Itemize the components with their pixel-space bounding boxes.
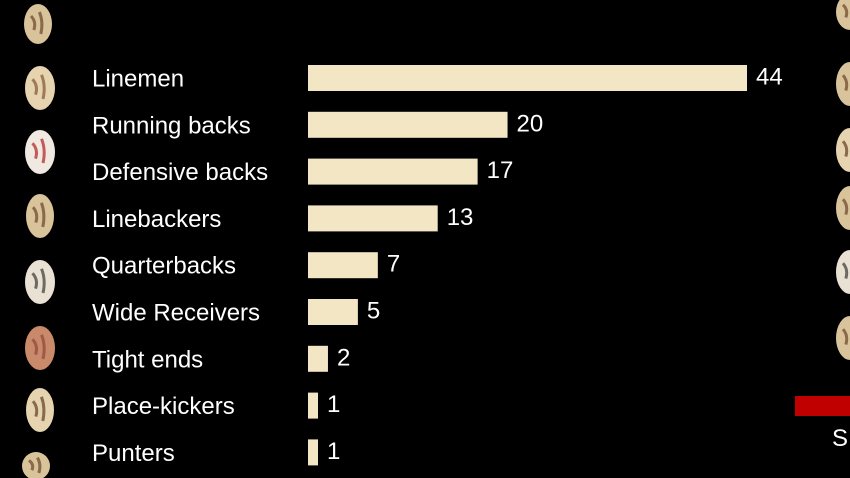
red-badge	[795, 396, 850, 416]
left-brain-column	[22, 4, 55, 478]
bar	[308, 111, 508, 138]
category-label: Quarterbacks	[92, 253, 236, 280]
value-label: 20	[517, 110, 544, 137]
bar	[308, 299, 358, 325]
brain-slice-icon	[836, 186, 850, 230]
brain-slice-icon	[836, 62, 850, 106]
category-label: Wide Receivers	[92, 300, 260, 327]
bar-row: Wide Receivers 5	[92, 298, 380, 327]
category-label: Punters	[92, 440, 175, 467]
category-label: Tight ends	[92, 346, 203, 373]
brain-slice-icon	[836, 250, 850, 294]
brain-slice-icon	[836, 128, 850, 172]
brain-slice-icon	[26, 388, 54, 432]
value-label: 1	[327, 391, 340, 418]
brain-slice-icon	[22, 452, 50, 478]
bar-row: Tight ends 2	[92, 344, 350, 373]
value-label: 17	[487, 157, 514, 184]
right-brain-column	[836, 0, 850, 360]
bar-row: Running backs 20	[92, 110, 543, 139]
category-label: Defensive backs	[92, 159, 268, 186]
edge-cropped-text: S	[832, 425, 848, 452]
bar	[308, 252, 378, 279]
value-label: 44	[756, 64, 783, 91]
value-label: 13	[447, 204, 474, 231]
brain-slice-icon	[25, 66, 55, 110]
bar-row: Quarterbacks 7	[92, 251, 400, 280]
bar-row: Linemen 44	[92, 64, 783, 93]
bar-row: Defensive backs 17	[92, 157, 513, 186]
brain-slice-icon	[25, 326, 55, 370]
value-label: 1	[327, 438, 340, 465]
brain-slice-icon	[24, 4, 52, 44]
brain-slice-icon	[836, 0, 850, 30]
category-label: Running backs	[92, 112, 251, 139]
bar	[308, 65, 747, 91]
value-label: 5	[367, 298, 380, 325]
bar-row: Punters 1	[92, 438, 340, 467]
bar	[308, 439, 318, 466]
bar	[308, 158, 478, 185]
chart-rows: Linemen 44 Running backs 20 Defensive backs 1…	[92, 64, 783, 467]
value-label: 7	[387, 251, 400, 278]
brain-slice-icon	[26, 194, 54, 238]
brain-slice-icon	[836, 316, 850, 360]
bar	[308, 392, 318, 419]
bar	[308, 205, 438, 232]
category-label: Linebackers	[92, 206, 221, 233]
bar-row: Linebackers 13	[92, 204, 473, 233]
bar	[308, 345, 328, 372]
category-label: Linemen	[92, 66, 184, 93]
value-label: 2	[337, 344, 350, 371]
brain-slice-icon	[25, 130, 55, 174]
category-label: Place-kickers	[92, 393, 235, 420]
brain-slice-icon	[25, 260, 55, 304]
bar-row: Place-kickers 1	[92, 391, 340, 420]
